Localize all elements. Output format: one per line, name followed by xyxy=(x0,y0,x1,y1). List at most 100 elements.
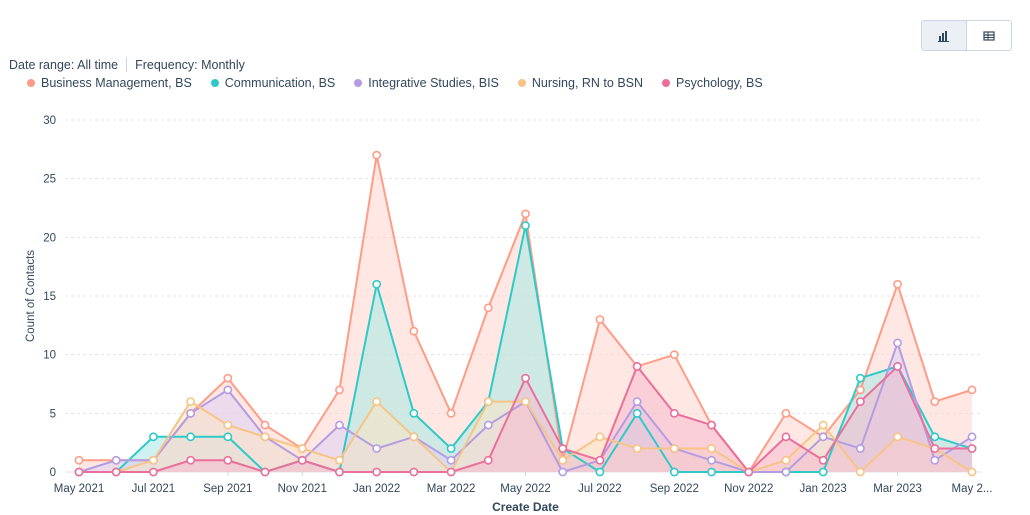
legend-swatch xyxy=(27,79,35,87)
data-point xyxy=(967,444,977,453)
data-point xyxy=(483,420,493,430)
data-point xyxy=(930,397,940,406)
data-point xyxy=(409,326,419,336)
y-tick-label: 0 xyxy=(50,467,56,479)
data-point xyxy=(223,385,233,395)
legend-item[interactable]: Communication, BS xyxy=(210,76,336,90)
data-point xyxy=(111,455,121,465)
data-point xyxy=(409,432,419,442)
data-point xyxy=(855,397,865,406)
data-point xyxy=(335,420,344,430)
data-point xyxy=(372,467,382,477)
data-point xyxy=(967,467,977,477)
x-tick-label: Jul 2022 xyxy=(578,483,621,495)
x-tick-label: Jul 2021 xyxy=(132,483,175,495)
date-range-filter[interactable]: Date range: All time xyxy=(9,57,119,72)
legend-item[interactable]: Psychology, BS xyxy=(662,76,763,90)
data-point xyxy=(967,432,977,442)
data-point xyxy=(893,432,902,442)
y-tick-label: 25 xyxy=(43,174,56,186)
data-point xyxy=(186,397,196,406)
data-point xyxy=(781,455,791,465)
y-tick-label: 20 xyxy=(43,232,56,244)
x-tick-label: Sep 2021 xyxy=(203,483,252,495)
chart-view-button[interactable] xyxy=(922,21,967,50)
table-view-button[interactable] xyxy=(967,21,1011,50)
data-point xyxy=(558,467,568,477)
data-point xyxy=(260,420,270,430)
legend-item[interactable]: Nursing, RN to BSN xyxy=(517,76,643,90)
data-point xyxy=(223,455,233,465)
data-point xyxy=(446,467,456,477)
data-point xyxy=(335,455,344,465)
data-point xyxy=(149,432,158,442)
legend-item[interactable]: Integrative Studies, BIS xyxy=(354,76,499,90)
x-tick-label: Mar 2023 xyxy=(873,483,922,495)
data-point xyxy=(186,408,196,418)
series-area xyxy=(79,225,972,472)
data-point xyxy=(409,467,419,477)
legend-label: Psychology, BS xyxy=(676,76,763,90)
data-point xyxy=(297,444,307,453)
data-point xyxy=(186,432,196,442)
data-point xyxy=(632,408,642,418)
series-area xyxy=(79,366,972,472)
x-tick-label: Nov 2021 xyxy=(278,483,327,495)
x-tick-label: May 2022 xyxy=(500,483,551,495)
data-point xyxy=(632,444,642,453)
data-point xyxy=(632,397,642,406)
data-point xyxy=(707,444,716,453)
legend-label: Integrative Studies, BIS xyxy=(368,76,499,90)
data-point xyxy=(818,455,828,465)
data-point xyxy=(893,338,902,348)
legend-item[interactable]: Business Management, BS xyxy=(27,76,192,90)
x-tick-label: Sep 2022 xyxy=(650,483,699,495)
data-point xyxy=(595,432,605,442)
data-point xyxy=(186,455,196,465)
data-point xyxy=(707,467,716,477)
data-point xyxy=(446,408,456,418)
data-point xyxy=(707,455,716,465)
data-point xyxy=(669,350,679,360)
data-point xyxy=(781,467,791,477)
data-point xyxy=(223,432,233,442)
data-point xyxy=(669,408,679,418)
legend-label: Business Management, BS xyxy=(41,76,192,90)
data-point xyxy=(335,385,344,395)
view-toggle xyxy=(921,20,1012,51)
frequency-filter[interactable]: Frequency: Monthly xyxy=(135,57,245,72)
data-point xyxy=(372,397,382,406)
data-point xyxy=(446,444,456,453)
data-point xyxy=(595,455,605,465)
data-point xyxy=(930,444,940,453)
data-point xyxy=(818,432,828,442)
data-point xyxy=(893,279,902,289)
data-point xyxy=(260,467,270,477)
data-point xyxy=(372,444,382,453)
data-point xyxy=(483,397,493,406)
data-point xyxy=(818,467,828,477)
y-tick-label: 5 xyxy=(50,408,56,420)
data-point xyxy=(149,467,158,477)
x-tick-label: May 2... xyxy=(952,483,993,495)
x-tick-label: Jan 2023 xyxy=(800,483,847,495)
table-icon xyxy=(983,30,995,41)
data-point xyxy=(149,455,158,465)
x-tick-label: Mar 2022 xyxy=(427,483,476,495)
legend-label: Communication, BS xyxy=(224,76,336,90)
data-point xyxy=(446,455,456,465)
data-point xyxy=(372,279,382,289)
y-axis-title: Count of Contacts xyxy=(25,250,37,342)
data-point xyxy=(74,455,84,465)
data-point xyxy=(818,420,828,430)
data-point xyxy=(781,432,791,442)
legend-swatch xyxy=(210,79,219,87)
data-point xyxy=(595,467,605,477)
data-point xyxy=(409,408,419,418)
data-point xyxy=(558,455,568,465)
data-point xyxy=(297,455,307,465)
data-point xyxy=(558,444,568,453)
data-point xyxy=(521,397,530,406)
data-point xyxy=(930,455,940,465)
data-point xyxy=(74,467,84,477)
